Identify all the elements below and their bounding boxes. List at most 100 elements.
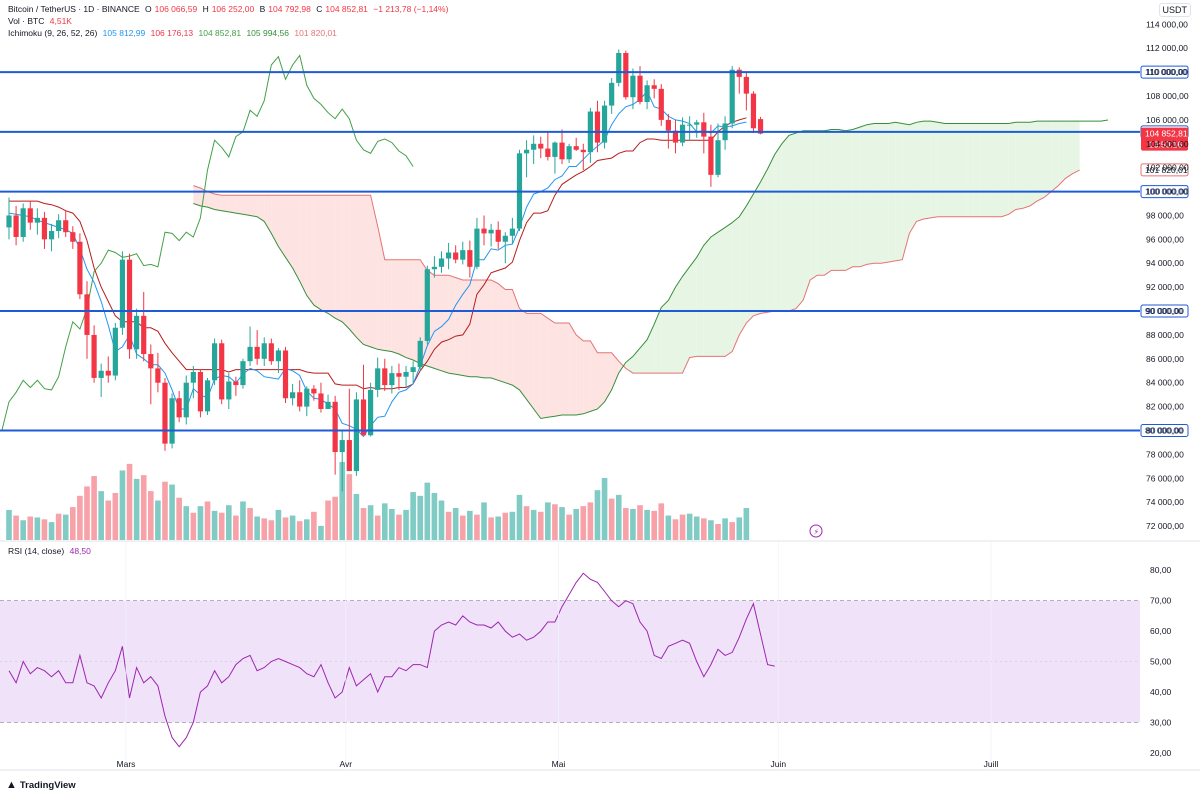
cloud-segment — [803, 130, 811, 301]
candle-body — [545, 148, 551, 157]
close-value: 104 852,81 — [325, 4, 368, 14]
candle-body — [687, 124, 693, 126]
candle-body — [226, 381, 232, 400]
tradingview-icon: ▲ — [6, 779, 17, 791]
candle-body — [750, 93, 757, 129]
cloud-segment — [491, 279, 499, 381]
current-price-tag — [1141, 127, 1188, 151]
volume-bar — [474, 514, 480, 540]
currency-button[interactable]: USDT — [1158, 3, 1191, 17]
volume-bar — [339, 461, 346, 540]
candle-body — [169, 398, 175, 444]
candle-body — [495, 229, 501, 242]
cloud-segment — [1044, 121, 1052, 198]
candle-body — [410, 367, 416, 372]
candle-body — [70, 232, 76, 242]
volume-bar — [644, 509, 650, 540]
rsi-tick-label: 40,00 — [1150, 687, 1172, 697]
price-tick-label: 98 000,00 — [1146, 210, 1184, 220]
candle-body — [304, 388, 310, 407]
candle-body — [403, 371, 409, 377]
volume-bar — [736, 517, 743, 540]
candle-body — [715, 140, 721, 175]
volume-bar — [743, 508, 750, 540]
price-tick-label: 110 000,00 — [1146, 67, 1188, 77]
volume-bar — [686, 513, 693, 540]
open-value: 106 066,59 — [154, 4, 198, 14]
cloud-segment — [590, 340, 598, 412]
volume-bar — [381, 503, 388, 540]
volume-bar — [495, 516, 502, 540]
volume-bar — [729, 522, 735, 540]
tradingview-logo[interactable]: ▲ TradingView — [6, 779, 76, 791]
ichimoku-lead2-line — [193, 169, 1080, 374]
volume-bar — [410, 492, 416, 540]
ichimoku-lead1: 105 994,56 — [246, 28, 289, 38]
price-tick-label: 92 000,00 — [1146, 282, 1184, 292]
cloud-segment — [916, 121, 924, 222]
candle-body — [282, 350, 289, 399]
candle-body — [616, 53, 622, 83]
cloud-segment — [562, 322, 570, 415]
candle-body — [729, 69, 735, 124]
time-tick-label: Mars — [117, 759, 136, 769]
ichimoku-lead1-line — [193, 119, 1109, 420]
volume-bar — [623, 508, 629, 540]
high-value: 106 252,00 — [211, 4, 255, 14]
symbol-legend[interactable]: Bitcoin / TetherUS · 1D · BINANCE O 106 0… — [8, 3, 451, 15]
cloud-segment — [320, 195, 329, 314]
candle-body — [183, 382, 189, 418]
lead2-tag-label: 101 820,01 — [1145, 165, 1188, 175]
volume-bar — [346, 474, 353, 540]
cloud-segment — [767, 154, 775, 313]
volume-bar — [275, 509, 282, 540]
cloud-segment — [682, 266, 690, 374]
candle-body — [566, 146, 572, 160]
price-grid — [0, 540, 1200, 771]
candle-body — [630, 75, 636, 98]
volume-bar — [48, 522, 55, 540]
volume-bar — [261, 518, 268, 540]
volume-bar — [708, 520, 714, 540]
time-tick-label: Mai — [552, 759, 566, 769]
cloud-segment — [838, 129, 846, 271]
price-tick-label: 82 000,00 — [1146, 402, 1184, 412]
cloud-segment — [328, 195, 336, 319]
candle-body — [488, 229, 494, 234]
change-value: −1 213,78 (−1,14%) — [373, 4, 449, 14]
volume-bar — [537, 511, 544, 540]
ichimoku-legend[interactable]: Ichimoku (9, 26, 52, 26) 105 812,99 106 … — [8, 27, 340, 39]
event-marker-icon — [809, 524, 823, 538]
price-tick-label: 100 000,00 — [1146, 187, 1189, 197]
price-tick-label: 108 000,00 — [1146, 91, 1189, 101]
candle-body — [240, 361, 246, 386]
cloud-segment — [370, 195, 378, 350]
cloud-segment — [668, 287, 676, 374]
cloud-segment — [746, 193, 754, 323]
ichimoku-conversion: 105 812,99 — [102, 28, 146, 38]
cloud-segment — [824, 129, 832, 276]
cloud-segment — [845, 129, 853, 271]
volume-bar — [679, 514, 686, 540]
candle-body — [268, 343, 274, 362]
volume-bar — [105, 500, 112, 540]
volume-bar — [488, 517, 494, 540]
volume-legend[interactable]: Vol · BTC 4,51K — [8, 15, 75, 27]
volume-bar — [601, 477, 608, 540]
volume-bar — [701, 518, 707, 540]
cloud-segment — [356, 195, 364, 345]
volume-bar — [254, 516, 260, 540]
candle-body — [339, 440, 345, 452]
cloud-segment — [859, 124, 867, 267]
volume-bar — [445, 511, 452, 540]
volume-bar — [247, 508, 253, 540]
candle-body — [126, 259, 133, 350]
level-tag — [1140, 65, 1189, 79]
cloud-segment — [313, 195, 321, 310]
close-label: C — [316, 4, 323, 14]
rsi-legend[interactable]: RSI (14, close) 48,50 — [8, 545, 94, 557]
price-tick-label: 104 000,00 — [1146, 139, 1189, 149]
volume-bar — [424, 482, 431, 540]
cloud-segment — [519, 308, 527, 400]
candle-body — [162, 382, 168, 444]
